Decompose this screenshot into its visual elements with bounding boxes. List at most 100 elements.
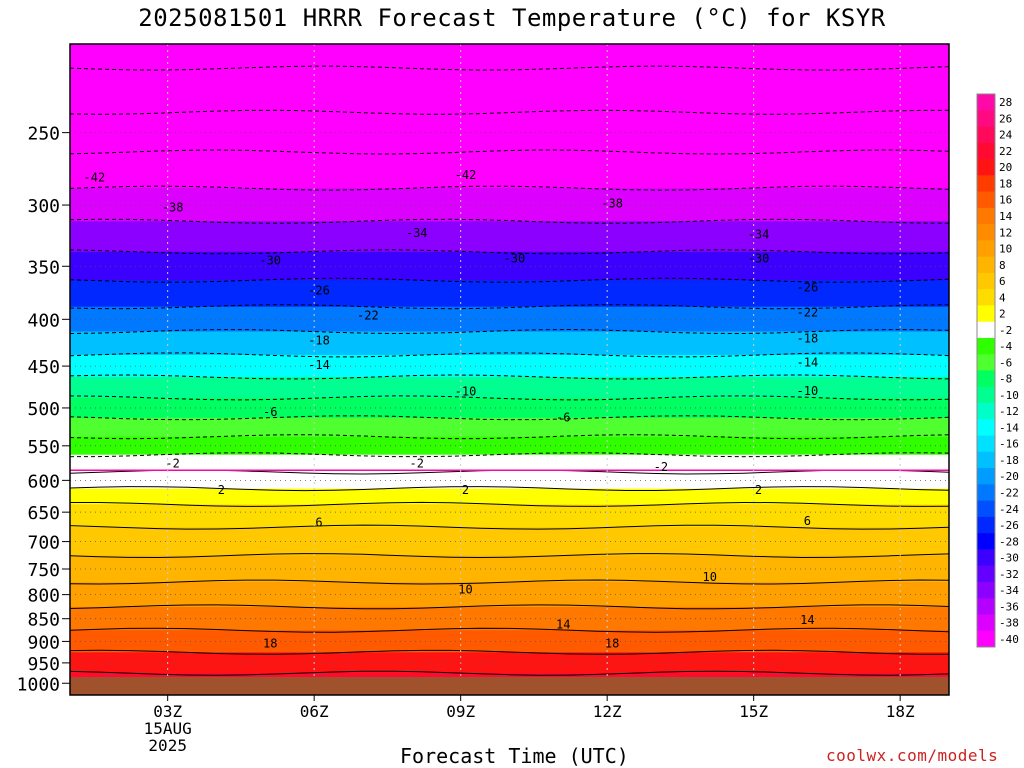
isotherm-line: [70, 501, 949, 507]
colorbar-label: -6: [999, 356, 1012, 369]
contour-label: -14: [797, 356, 819, 370]
contour-label: -30: [504, 251, 526, 265]
contour-label: -2: [409, 457, 423, 471]
contour-label: -34: [406, 226, 428, 240]
colorbar-swatch: [977, 484, 995, 502]
colorbar-swatch: [977, 614, 995, 632]
colorbar-swatch: [977, 500, 995, 518]
colorbar-swatch: [977, 142, 995, 160]
colorbar-swatch: [977, 224, 995, 241]
contour-label: -26: [308, 284, 330, 298]
temp-band: [70, 606, 949, 631]
colorbar-swatch: [977, 630, 995, 648]
isotherm-contours: [70, 65, 949, 676]
temp-band: [70, 582, 949, 608]
temp-band: [70, 472, 949, 490]
colorbar-swatch: [977, 240, 995, 258]
contour-label: -22: [797, 305, 819, 319]
x-tick-label: 06Z: [300, 702, 329, 721]
colorbar-label: 10: [999, 243, 1012, 256]
colorbar-label: -16: [999, 438, 1019, 451]
x-tick-label: 15AUG: [144, 719, 192, 738]
y-tick-label: 350: [27, 257, 60, 278]
colorbar-swatch: [977, 272, 995, 290]
x-tick-label: 03Z: [153, 702, 182, 721]
contour-label: -2: [654, 460, 668, 474]
credit-link[interactable]: coolwx.com/models: [826, 746, 999, 765]
temp-band: [70, 306, 949, 333]
contour-label: -10: [797, 384, 819, 398]
colorbar-swatch: [977, 516, 995, 534]
colorbar-label: 14: [999, 210, 1013, 223]
colorbar-label: 16: [999, 194, 1012, 207]
temp-band: [70, 112, 949, 153]
colorbar-label: -32: [999, 568, 1019, 581]
contour-labels: -42 -42-38 -38-34 -34-30 -30 -30-26 -26-22 -22-…: [84, 168, 819, 651]
y-tick-label: 800: [27, 586, 60, 607]
colorbar-label: 18: [999, 178, 1012, 191]
chart-title: 2025081501 HRRR Forecast Temperature (°C…: [138, 4, 886, 32]
y-tick-label: 750: [27, 560, 60, 581]
colorbar-label: 6: [999, 275, 1006, 288]
colorbar-swatch: [977, 191, 995, 209]
colorbar-label: -28: [999, 535, 1019, 548]
contour-label: -2: [165, 457, 179, 471]
colorbar-label: 4: [999, 291, 1006, 304]
y-tick-label: 1000: [17, 674, 60, 695]
plot-frame: [69, 43, 950, 696]
colorbar-label: 24: [999, 129, 1013, 142]
x-tick-label: 2025: [148, 736, 187, 755]
colorbar-label: -12: [999, 405, 1019, 418]
temp-band: [70, 331, 949, 356]
colorbar-label: -8: [999, 373, 1012, 386]
colorbar-label: -20: [999, 470, 1019, 483]
contour-label: -34: [748, 227, 770, 241]
y-tick-label: 700: [27, 533, 60, 554]
colorbar-label: 8: [999, 259, 1006, 272]
temp-band: [70, 152, 949, 189]
y-tick-label: 600: [27, 471, 60, 492]
contour-label: -18: [797, 332, 819, 346]
temp-band: [70, 221, 949, 253]
temp-band: [70, 44, 949, 69]
colorbar-swatch: [977, 598, 995, 615]
colorbar-label: -38: [999, 617, 1019, 630]
colorbar-frame: [976, 93, 996, 648]
x-tick-label: 15Z: [739, 702, 768, 721]
colorbar-label: 2: [999, 308, 1006, 321]
colorbar-label: -26: [999, 519, 1019, 532]
isotherm-line: [70, 604, 949, 610]
temp-band: [70, 555, 949, 583]
colorbar-label: -34: [999, 584, 1019, 597]
temp-band: [70, 354, 949, 378]
colorbar-swatch: [977, 305, 995, 323]
grid-lines: [70, 44, 949, 695]
contour-label: -30: [259, 254, 281, 268]
colorbar-label: 22: [999, 145, 1012, 158]
colorbar-swatch: [977, 321, 995, 339]
contour-label: -18: [308, 334, 330, 348]
y-tick-label: 400: [27, 310, 60, 331]
contour-label: -38: [162, 201, 184, 215]
contour-label: 6: [315, 515, 322, 529]
x-axis-label: Forecast Time (UTC): [400, 744, 629, 768]
isotherm-line: [70, 649, 949, 655]
y-tick-label: 650: [27, 503, 60, 524]
temp-band: [70, 527, 949, 557]
isotherm-line: [70, 627, 949, 633]
isotherm-line: [70, 524, 949, 530]
isotherm-line: [70, 579, 949, 585]
contour-label: -22: [357, 308, 379, 322]
isotherm-line: [70, 553, 949, 559]
contour-label: 6: [804, 514, 811, 528]
y-tick-label: 950: [27, 654, 60, 675]
temp-band: [70, 504, 949, 528]
temp-band: [70, 377, 949, 399]
y-tick-label: 900: [27, 632, 60, 653]
colorbar-label: -36: [999, 600, 1019, 613]
colorbar-label: 26: [999, 112, 1012, 125]
colorbar-label: -24: [999, 503, 1019, 516]
colorbar-swatch: [977, 468, 995, 485]
